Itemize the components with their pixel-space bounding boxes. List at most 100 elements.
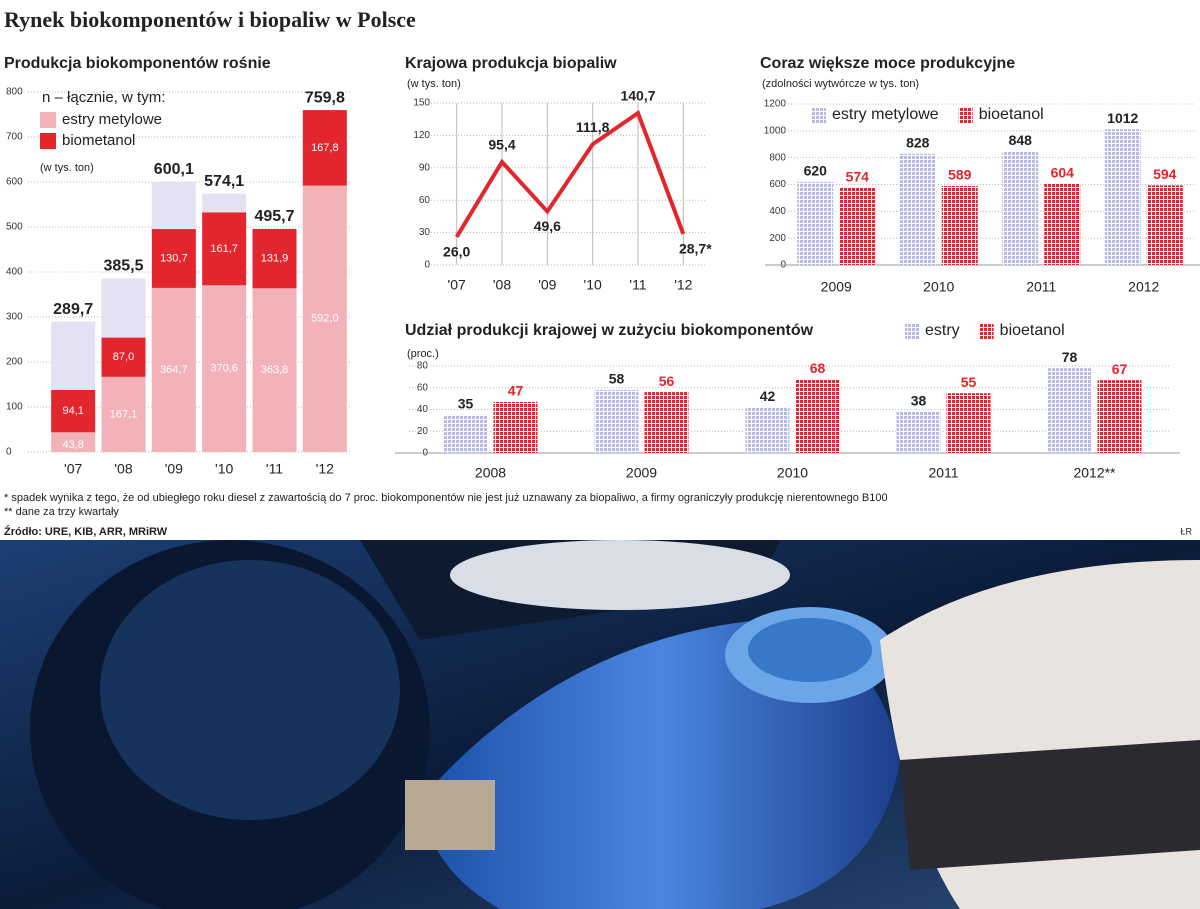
value-label: 28,7* xyxy=(679,241,712,257)
page-title: Rynek biokomponentów i biopaliw w Polsce xyxy=(4,7,416,32)
legend-label: estry metylowe xyxy=(832,106,939,123)
y-tick-label: 800 xyxy=(769,152,786,163)
value-label: 49,6 xyxy=(534,218,561,234)
y-tick-label: 1200 xyxy=(764,99,787,110)
legend-swatch xyxy=(905,323,919,339)
value-label: 574 xyxy=(846,169,870,185)
legend-label: biometanol xyxy=(62,132,135,149)
total-label: 759,8 xyxy=(305,89,345,106)
x-tick-label: 2009 xyxy=(821,279,852,295)
x-tick-label: '11 xyxy=(629,277,646,293)
bar-segment xyxy=(51,389,96,433)
bar xyxy=(896,411,941,453)
legend-swatch xyxy=(979,323,994,339)
legend-total: n – łącznie, w tym: xyxy=(42,89,165,106)
total-label: 600,1 xyxy=(154,161,194,178)
chart-title: Produkcja biokomponentów rośnie xyxy=(4,55,271,72)
x-tick-label: 2010 xyxy=(923,279,954,295)
value-label: 67 xyxy=(1112,361,1128,377)
bar xyxy=(594,389,639,453)
x-tick-label: '07 xyxy=(64,461,82,477)
x-tick-label: '08 xyxy=(114,461,132,477)
bar xyxy=(797,181,834,265)
value-label: 111,8 xyxy=(576,119,610,135)
note: ** dane za trzy kwartały xyxy=(4,506,119,518)
legend-swatch xyxy=(40,133,56,149)
bar-segment xyxy=(101,337,146,377)
bar xyxy=(1146,185,1183,265)
legend-label: bioetanol xyxy=(979,106,1044,123)
y-tick-label: 100 xyxy=(6,402,23,413)
bar-segment xyxy=(101,376,146,452)
bar xyxy=(644,392,689,453)
bar-segment xyxy=(151,287,196,452)
x-tick-label: '08 xyxy=(493,277,511,293)
x-tick-label: 2008 xyxy=(475,465,506,481)
value-label: 140,7 xyxy=(620,88,655,104)
bar-segment xyxy=(51,432,96,452)
credit: ŁR xyxy=(1180,526,1192,536)
bar xyxy=(443,414,488,453)
segment-label: 592,0 xyxy=(311,313,339,325)
value-label: 594 xyxy=(1153,166,1177,182)
bar-segment xyxy=(151,229,196,288)
legend-swatch xyxy=(812,107,826,123)
total-label: 385,5 xyxy=(103,258,143,275)
y-tick-label: 90 xyxy=(419,162,431,173)
x-tick-label: 2012** xyxy=(1073,465,1116,481)
value-label: 55 xyxy=(961,374,977,390)
unit: (zdolności wytwórcze w tys. ton) xyxy=(762,78,919,90)
bar xyxy=(1104,129,1141,265)
segment-label: 94,1 xyxy=(62,405,83,417)
value-label: 26,0 xyxy=(443,244,470,260)
segment-label: 363,8 xyxy=(261,364,289,376)
segment-label: 167,8 xyxy=(311,142,339,154)
x-tick-label: 2009 xyxy=(626,465,657,481)
segment-label: 131,9 xyxy=(261,253,289,265)
x-tick-label: 2012 xyxy=(1128,279,1159,295)
y-tick-label: 60 xyxy=(419,195,431,206)
total-label: 574,1 xyxy=(204,173,244,190)
value-label: 35 xyxy=(458,396,474,412)
value-label: 68 xyxy=(810,360,826,376)
unit: (proc.) xyxy=(407,348,439,360)
segment-label: 161,7 xyxy=(210,243,238,255)
y-tick-label: 600 xyxy=(6,177,23,188)
y-tick-label: 40 xyxy=(417,404,429,415)
bar-segment xyxy=(302,110,347,186)
y-tick-label: 200 xyxy=(769,233,786,244)
x-tick-label: 2011 xyxy=(1026,279,1056,295)
bar xyxy=(1044,183,1081,265)
segment-label: 130,7 xyxy=(160,252,188,264)
bar xyxy=(941,185,978,265)
bar xyxy=(1097,380,1142,453)
note: * spadek wynika z tego, że od ubiegłego … xyxy=(4,492,888,504)
photo xyxy=(0,540,1200,909)
x-tick-label: '12 xyxy=(316,461,334,477)
segment-label: 167,1 xyxy=(110,408,138,420)
source: Źródło: URE, KIB, ARR, MRiRW xyxy=(4,525,168,538)
value-label: 47 xyxy=(508,383,524,399)
bar xyxy=(1002,151,1039,265)
y-tick-label: 20 xyxy=(417,426,429,437)
x-tick-label: '10 xyxy=(584,277,602,293)
x-tick-label: 2010 xyxy=(777,465,808,481)
x-tick-label: '09 xyxy=(538,277,556,293)
x-tick-label: '10 xyxy=(215,461,233,477)
value-label: 42 xyxy=(760,388,776,404)
value-label: 38 xyxy=(911,392,927,408)
bar xyxy=(899,153,936,265)
y-tick-label: 120 xyxy=(413,130,430,141)
value-label: 95,4 xyxy=(488,137,515,153)
total-label: 495,7 xyxy=(254,208,294,225)
y-tick-label: 400 xyxy=(6,267,23,278)
unit: (w tys. ton) xyxy=(40,162,94,174)
bar xyxy=(1047,368,1092,453)
segment-label: 364,7 xyxy=(160,364,188,376)
line xyxy=(454,109,686,238)
value-label: 620 xyxy=(804,163,828,179)
y-tick-label: 400 xyxy=(769,206,786,217)
bar-segment xyxy=(202,285,247,452)
